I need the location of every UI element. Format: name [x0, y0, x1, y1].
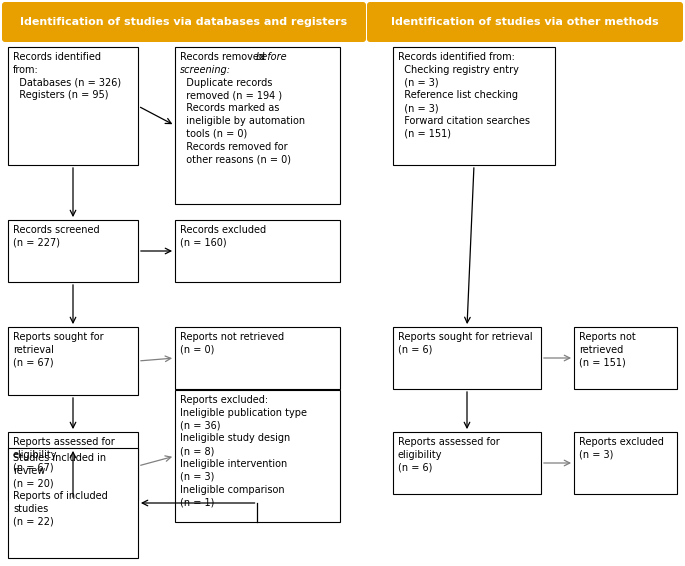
Text: before: before: [256, 52, 288, 62]
Text: Records identified
from:
  Databases (n = 326)
  Registers (n = 95): Records identified from: Databases (n = …: [13, 52, 121, 100]
Bar: [175, 220, 340, 282]
FancyBboxPatch shape: [2, 2, 366, 42]
Text: Reports excluded
(n = 3): Reports excluded (n = 3): [579, 437, 664, 460]
Bar: [393, 47, 555, 165]
Text: Studies included in
review
(n = 20)
Reports of included
studies
(n = 22): Studies included in review (n = 20) Repo…: [13, 453, 108, 527]
Text: Reports sought for retrieval
(n = 6): Reports sought for retrieval (n = 6): [398, 332, 533, 355]
Text: Records identified from:
  Checking registry entry
  (n = 3)
  Reference list ch: Records identified from: Checking regist…: [398, 52, 530, 139]
Bar: [393, 327, 541, 389]
Bar: [574, 327, 677, 389]
Text: Reports assessed for
eligibility
(n = 6): Reports assessed for eligibility (n = 6): [398, 437, 500, 473]
Text: Reports sought for
retrieval
(n = 67): Reports sought for retrieval (n = 67): [13, 332, 103, 367]
Bar: [8, 47, 138, 165]
FancyBboxPatch shape: [367, 2, 683, 42]
Text: Identification of studies via databases and registers: Identification of studies via databases …: [21, 17, 347, 27]
Text: Records excluded
(n = 160): Records excluded (n = 160): [180, 225, 266, 248]
Text: Reports excluded:
Ineligible publication type
(n = 36)
Ineligible study design
(: Reports excluded: Ineligible publication…: [180, 395, 307, 507]
Bar: [8, 432, 138, 500]
Bar: [8, 220, 138, 282]
Bar: [175, 327, 340, 389]
Text: Records removed: Records removed: [180, 52, 268, 62]
Text: Records screened
(n = 227): Records screened (n = 227): [13, 225, 99, 248]
Text: Reports not retrieved
(n = 0): Reports not retrieved (n = 0): [180, 332, 284, 355]
Bar: [175, 390, 340, 522]
Bar: [574, 432, 677, 494]
Bar: [393, 432, 541, 494]
Text: Reports not
retrieved
(n = 151): Reports not retrieved (n = 151): [579, 332, 636, 367]
Bar: [8, 327, 138, 395]
Text: Identification of studies via other methods: Identification of studies via other meth…: [391, 17, 659, 27]
Bar: [8, 448, 138, 558]
Bar: [175, 47, 340, 204]
Text: Reports assessed for
eligibility
(n = 67): Reports assessed for eligibility (n = 67…: [13, 437, 115, 473]
Text: screening:: screening:: [180, 65, 231, 75]
Text: Duplicate records
  removed (n = 194 )
  Records marked as
  ineligible by autom: Duplicate records removed (n = 194 ) Rec…: [180, 78, 305, 165]
